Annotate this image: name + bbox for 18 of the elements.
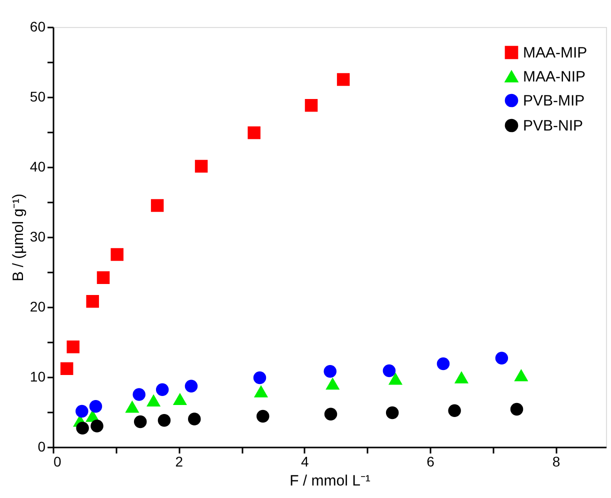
y-tick-label: 30	[30, 228, 46, 244]
y-axis-title: B / (µmol g⁻¹)	[10, 194, 27, 282]
y-tick-label: 40	[30, 158, 46, 174]
legend-label: MAA-MIP	[523, 44, 588, 62]
y-tick-label: 50	[30, 88, 46, 104]
x-tick-label: 2	[175, 454, 184, 470]
x-tick-label: 8	[552, 454, 560, 470]
y-tick-label: 60	[30, 18, 46, 34]
x-tick-label: 0	[54, 454, 62, 470]
x-tick-label: 4	[300, 454, 309, 470]
legend-label: MAA-NIP	[523, 68, 586, 86]
x-axis-title: F / mmol L⁻¹	[290, 472, 370, 490]
x-tick-label: 6	[426, 454, 435, 470]
y-tick-label: 10	[30, 368, 46, 384]
legend-label: PVB-NIP	[523, 118, 584, 134]
y-tick-label: 0	[38, 438, 46, 454]
legend-label: PVB-MIP	[523, 92, 585, 110]
y-tick-label: 20	[30, 298, 46, 314]
